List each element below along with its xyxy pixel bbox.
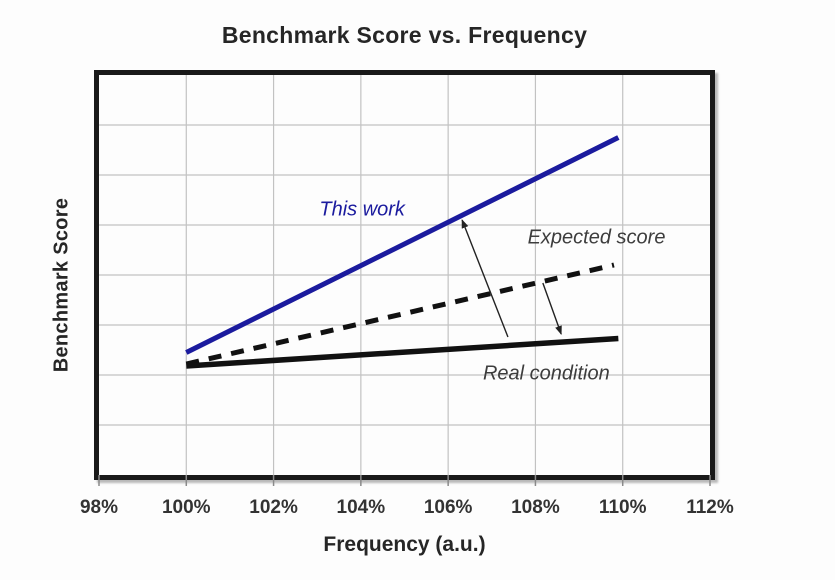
x-tick-label: 112% bbox=[686, 497, 734, 518]
annotation-expected-score: Expected score bbox=[527, 226, 666, 249]
chart-title: Benchmark Score vs. Frequency bbox=[221, 22, 588, 48]
x-axis-label: Frequency (a.u.) bbox=[323, 533, 486, 556]
x-tick-label: 104% bbox=[336, 497, 386, 518]
plot-svg bbox=[98, 75, 711, 486]
series-line-real-condition bbox=[186, 335, 619, 369]
annotation-arrow bbox=[461, 219, 509, 338]
x-tick-label: 100% bbox=[161, 497, 211, 518]
axis-ticks-layer bbox=[98, 475, 711, 486]
x-tick-label: 98% bbox=[79, 497, 119, 518]
series-line-this-work bbox=[185, 135, 620, 355]
y-axis-label: Benchmark Score bbox=[50, 197, 73, 373]
x-tick-label: 108% bbox=[511, 497, 560, 518]
x-tick-label: 102% bbox=[249, 497, 298, 518]
x-tick-label: 110% bbox=[598, 497, 647, 518]
annotation-real-condition: Real condition bbox=[482, 362, 610, 385]
grid-layer bbox=[99, 75, 710, 475]
annotation-arrow bbox=[542, 282, 562, 335]
x-tick-labels: 98% 100% 102% 104% 106% 108% 110% 112% bbox=[80, 497, 734, 523]
annotation-this-work: This work bbox=[319, 198, 405, 221]
plot-area: This work Expected score Real condition bbox=[94, 70, 715, 486]
series-layer bbox=[185, 135, 620, 369]
series-line-expected-score bbox=[185, 262, 615, 367]
annotation-arrows-layer bbox=[461, 219, 562, 338]
x-tick-label: 106% bbox=[423, 497, 473, 518]
